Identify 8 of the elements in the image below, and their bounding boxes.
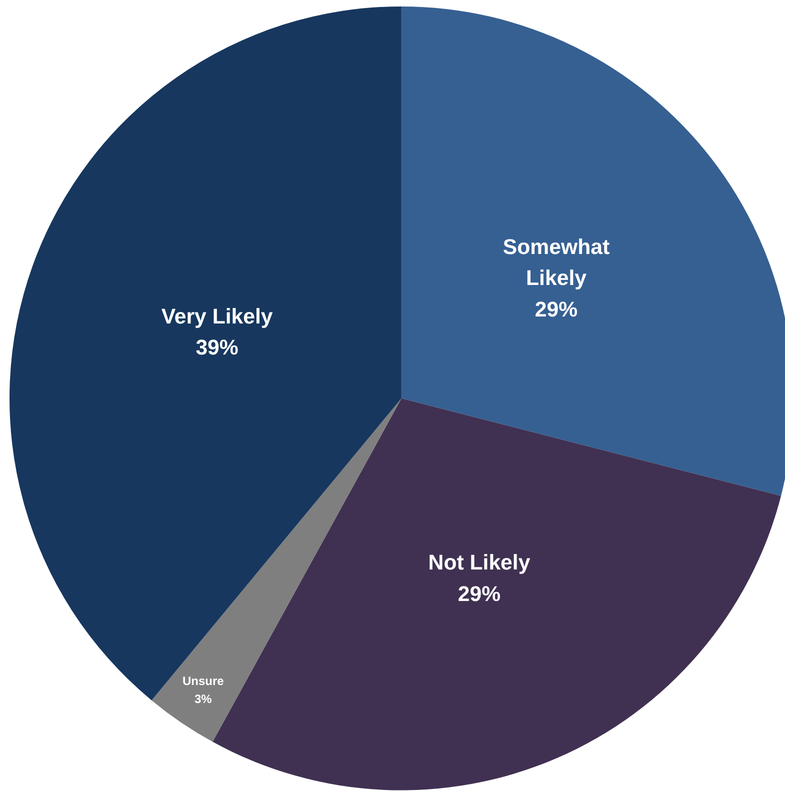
slice-label: Unsure (182, 674, 224, 688)
slice-label: Not Likely (428, 550, 530, 575)
slice-label: Very Likely (161, 304, 273, 328)
data-label: 3% (194, 692, 212, 706)
data-label: 39% (196, 336, 238, 360)
data-label: 29% (534, 297, 578, 322)
slice-label: Somewhat Likely (502, 235, 610, 290)
data-label: 29% (458, 582, 501, 606)
